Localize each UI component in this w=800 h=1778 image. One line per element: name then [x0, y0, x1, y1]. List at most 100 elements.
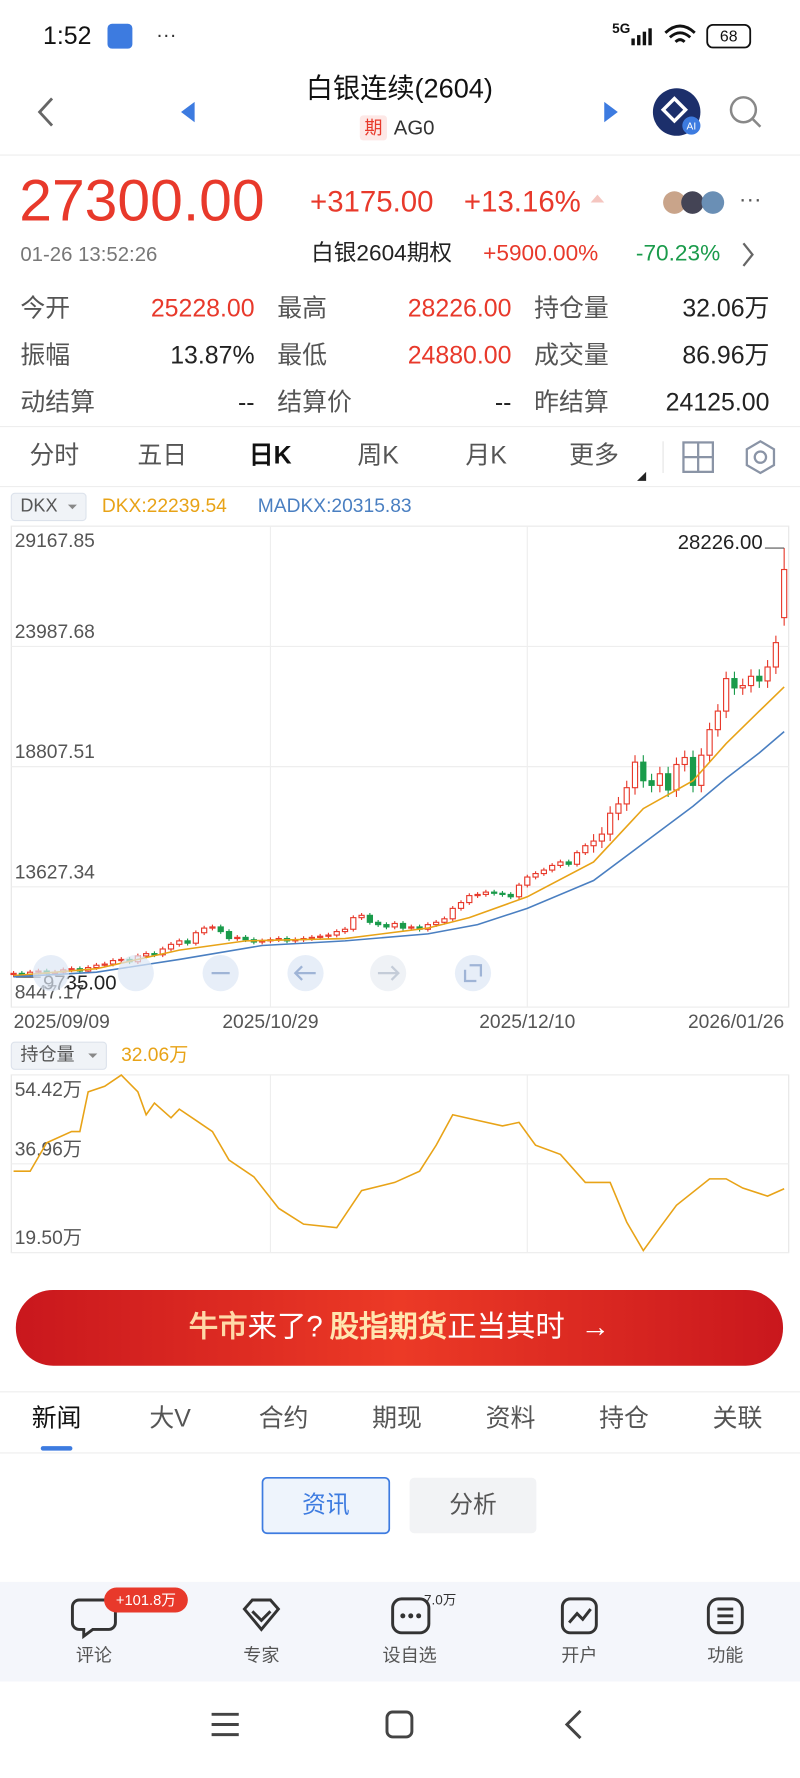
indicator-selector[interactable] [10, 492, 87, 522]
control-button[interactable] [117, 955, 154, 992]
back-key[interactable] [564, 1709, 582, 1740]
candle-body [93, 964, 100, 969]
avatars [663, 191, 725, 214]
indicator-name: DKX [20, 496, 57, 516]
sub-tab-bg[interactable] [409, 1477, 537, 1534]
watchlist-badge-text: 7.0万 [424, 1593, 456, 1608]
selector-caret [67, 504, 77, 510]
banner-text: 牛市来了? 股指期货正当其时 → [189, 1309, 610, 1343]
period-tab[interactable]: 五日 [137, 442, 187, 470]
stat-label: 振幅 [20, 342, 70, 370]
more-button[interactable]: ··· [739, 186, 762, 211]
home-key[interactable] [385, 1710, 414, 1739]
stat-value: 32.06万 [682, 295, 769, 323]
candle-body [308, 936, 316, 940]
news-tab[interactable]: 合约 [259, 1405, 309, 1433]
candle-body [491, 891, 498, 894]
candle-body [449, 907, 456, 920]
control-button[interactable] [32, 955, 70, 992]
sub-tab: 资讯 [302, 1491, 350, 1518]
candle-body [184, 940, 191, 944]
period-tab[interactable]: 分时 [29, 442, 79, 470]
function-lines [717, 1607, 734, 1625]
banner-part: 来了? [248, 1310, 323, 1343]
left-icon [293, 965, 316, 981]
prev-button[interactable] [181, 101, 195, 123]
layout-button[interactable] [682, 441, 715, 473]
candle-body [225, 931, 233, 940]
wifi [664, 24, 696, 43]
period-tab[interactable]: 周K [357, 442, 399, 470]
search-button[interactable] [729, 96, 758, 124]
ai-dot [682, 116, 701, 135]
news-tab[interactable]: 期现 [372, 1405, 422, 1433]
candle-body [143, 953, 150, 957]
candle-body [524, 876, 531, 886]
candle-body [507, 893, 514, 898]
candle-body [764, 666, 771, 682]
candle-body [176, 940, 183, 945]
candle-body [582, 845, 589, 854]
change-pct: +13.16% [464, 185, 581, 218]
banner-part: 股指期货 [330, 1309, 448, 1343]
period-tab[interactable]: 月K [465, 442, 507, 470]
latest-value: 32.06万 [121, 1045, 188, 1066]
candle-body [317, 935, 324, 938]
option-pct: -70.23% [636, 241, 720, 266]
candle-body [756, 675, 763, 682]
candle-body [333, 931, 340, 936]
stat-value: -- [238, 389, 255, 417]
legend-entry: MADKX:20315.83 [258, 496, 412, 517]
candle-body [714, 710, 722, 731]
nav-label[interactable]: 评论 [76, 1645, 112, 1665]
change: +3175.00 [310, 185, 433, 218]
back-button[interactable] [37, 97, 54, 127]
candle-body [706, 729, 713, 756]
stat-label: 昨结算 [534, 389, 609, 417]
y-tick-label: 54.42万 [15, 1080, 82, 1101]
header-code: AG0 [394, 117, 435, 139]
menu-key[interactable] [211, 1712, 239, 1737]
news-tabs: 新闻 大V 合约 期现 资料 持仓 关联 [32, 1405, 763, 1451]
system-nav [211, 1709, 582, 1740]
reset-button[interactable] [454, 955, 492, 992]
news-tab[interactable]: 新闻 [32, 1405, 82, 1433]
settings-button[interactable] [745, 439, 776, 475]
next-button[interactable] [604, 101, 618, 123]
period-tab[interactable]: 日K [249, 442, 292, 470]
candle-body [540, 869, 548, 875]
nav-label[interactable]: 专家 [243, 1645, 279, 1665]
option-name[interactable]: 白银2604期权 [311, 241, 452, 266]
candle-body [217, 926, 224, 933]
nav-label[interactable]: 设自选 [382, 1645, 436, 1665]
nav-label[interactable]: 功能 [707, 1645, 743, 1665]
candle-body [109, 960, 117, 965]
news-tab[interactable]: 大V [149, 1405, 191, 1433]
sub-tab-bg[interactable] [261, 1476, 391, 1535]
y-tick-label: 8447.17 [15, 983, 84, 1004]
candle-body [590, 840, 597, 847]
stat-label: 今开 [20, 295, 70, 323]
option-chevron[interactable] [742, 242, 754, 267]
y-tick-label: 13627.34 [15, 862, 95, 883]
news-tab[interactable]: 持仓 [599, 1405, 649, 1433]
period-tab[interactable]: 更多 [569, 442, 619, 470]
candle-body [731, 678, 738, 689]
ai-logo-mark [660, 96, 689, 124]
banner-part: → [581, 1310, 610, 1343]
candle-body [723, 678, 730, 712]
news-tab[interactable]: 资料 [486, 1405, 536, 1433]
candle-body [234, 936, 241, 940]
news-tab[interactable]: 关联 [713, 1405, 763, 1433]
candle-body [515, 884, 523, 898]
search-handle [751, 117, 762, 128]
candle-body [68, 968, 75, 971]
nav-label[interactable]: 开户 [561, 1645, 597, 1665]
promo-banner[interactable] [15, 1289, 784, 1366]
status-more: ··· [156, 25, 176, 47]
indicator-name: 持仓量 [20, 1045, 74, 1065]
indicator-selector[interactable] [10, 1041, 107, 1070]
